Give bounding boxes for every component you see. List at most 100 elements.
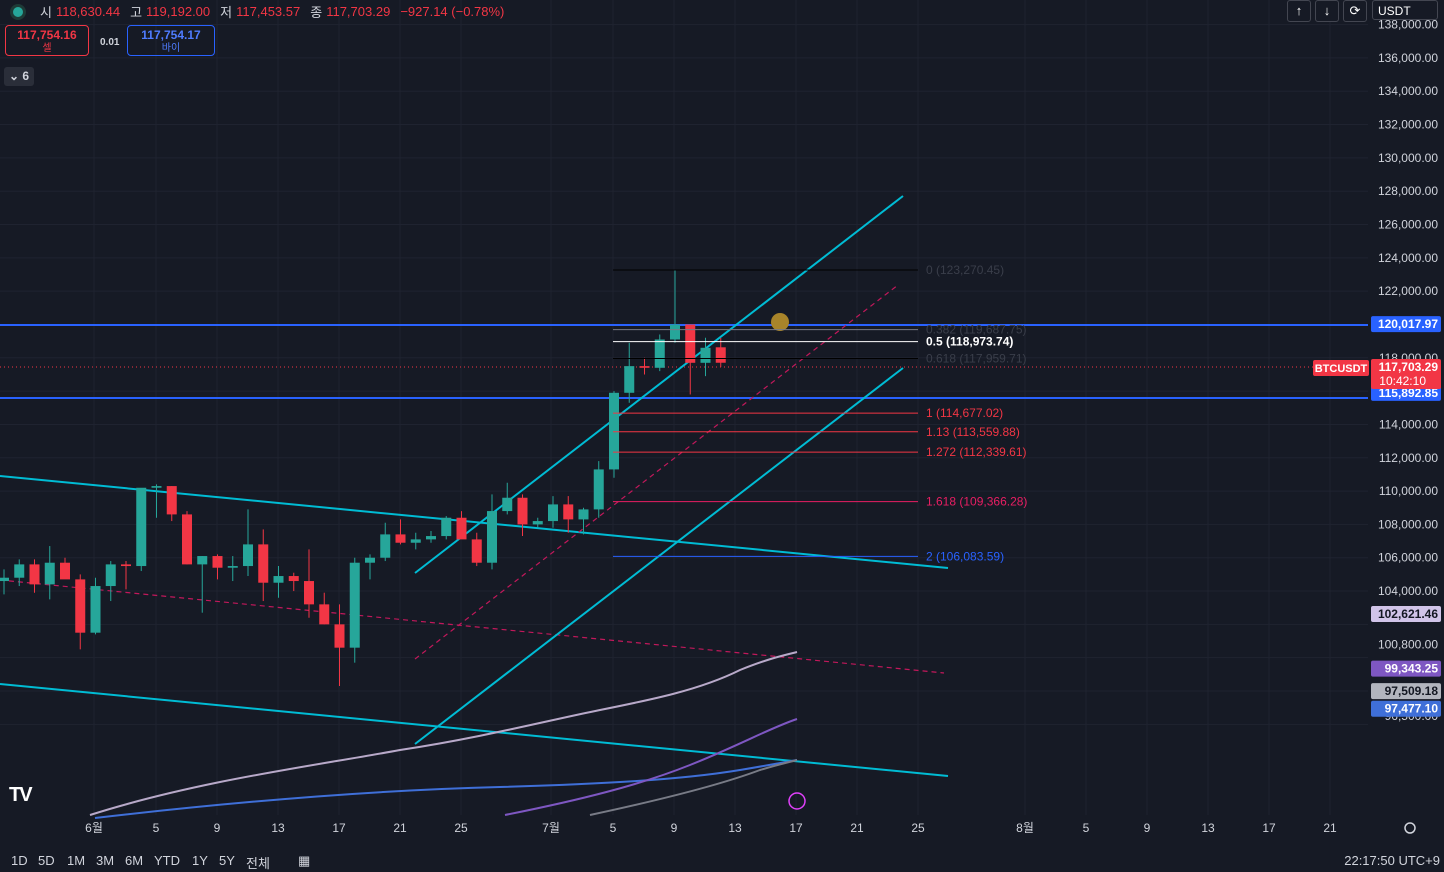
price-tick-label: 112,000.00 — [1379, 451, 1438, 465]
currency-label: USDT — [1378, 4, 1411, 18]
candle-body — [273, 576, 284, 583]
price-tick-label: 108,000.00 — [1378, 517, 1438, 531]
candle-body — [349, 562, 360, 648]
down-channel-upper — [0, 475, 949, 569]
price-tick-label: 132,000.00 — [1378, 118, 1438, 132]
time-axis[interactable]: 6월 5 9 13 17 21 25 7월 5 9 13 17 21 25 8월 5 9 13 17 21 — [85, 821, 1416, 835]
candle-body — [548, 504, 558, 522]
range-1y[interactable]: 1Y — [192, 853, 208, 868]
time-tick-label: 25 — [911, 821, 925, 835]
low-value: 117,453.57 — [236, 4, 301, 19]
indicators-toggle[interactable]: ⌄ 6 — [4, 67, 34, 86]
candle-body — [44, 562, 55, 585]
buy-label: 바이 — [161, 43, 181, 54]
candle-body — [380, 534, 391, 558]
range-5y[interactable]: 5Y — [219, 853, 235, 868]
sell-label: 셀 — [42, 43, 52, 54]
sync-icon[interactable]: ⟳ — [1343, 0, 1367, 22]
grid — [0, 0, 1368, 815]
price-tag-label: 97,477.10 — [1385, 702, 1439, 716]
event-icon — [788, 792, 806, 810]
candle-body — [212, 556, 223, 568]
time-tick-label: 21 — [1323, 821, 1337, 835]
symbol-tag-label: BTCUSDT — [1315, 363, 1368, 375]
price-tick-label: 130,000.00 — [1378, 151, 1438, 165]
candle-body — [60, 562, 70, 580]
price-axis-bg — [1368, 0, 1444, 815]
candle-body — [29, 564, 40, 585]
candle-body — [471, 539, 482, 563]
candle-body — [609, 392, 619, 470]
price-tick-label: 114,000.00 — [1379, 417, 1438, 431]
buy-button[interactable]: 117,754.17 바이 — [127, 25, 215, 56]
time-tick-label: 9 — [214, 821, 221, 835]
ma-line-1 — [89, 651, 798, 816]
spread-value: 0.01 — [100, 37, 120, 48]
candle-body — [166, 486, 177, 515]
candle-body — [243, 544, 253, 567]
candle-body — [593, 469, 604, 510]
price-tag — [1371, 606, 1441, 623]
candle-body — [715, 347, 726, 363]
candle-body — [304, 581, 314, 605]
scroll-up-icon[interactable]: ↑ — [1287, 0, 1311, 22]
price-tick-label: 134,000.00 — [1378, 84, 1438, 98]
ma-line-3 — [504, 718, 798, 816]
range-3m[interactable]: 3M — [96, 853, 115, 868]
low-label: 저 — [220, 5, 233, 20]
sell-price: 117,754.16 — [17, 28, 77, 42]
close-label: 종 — [310, 5, 323, 20]
time-tick-label: 7월 — [542, 821, 560, 835]
candle-body — [258, 544, 269, 583]
price-tag-label: 99,343.25 — [1385, 662, 1439, 676]
fib-label: 1 (114,677.02) — [926, 406, 1003, 420]
candle-body — [151, 486, 162, 488]
price-tag — [1371, 700, 1441, 717]
candle-body — [502, 497, 513, 512]
indicator-count: 6 — [22, 69, 30, 83]
fib-label: 2 (106,083.59) — [926, 549, 1004, 563]
last-price-label: 117,703.29 — [1379, 360, 1439, 374]
fib-label: 0.382 (119,687.75) — [926, 323, 1027, 337]
price-chart[interactable]: 0 (123,270.45) 0.382 (119,687.75)0.5 (118… — [0, 0, 1444, 849]
high-value: 119,192.00 — [146, 4, 211, 19]
candle-body — [334, 624, 345, 648]
range-all[interactable]: 전체 — [246, 856, 270, 871]
fib-label: 0 (123,270.45) — [926, 263, 1004, 277]
price-tag — [1371, 660, 1441, 677]
ma-line-2 — [94, 759, 798, 819]
last-price-tag — [1371, 359, 1441, 389]
price-tick-label: 128,000.00 — [1378, 184, 1438, 198]
candle-body — [639, 366, 650, 368]
time-tick-label: 21 — [850, 821, 864, 835]
scroll-down-icon[interactable]: ↓ — [1315, 0, 1339, 22]
time-tick-label: 17 — [332, 821, 346, 835]
range-5d[interactable]: 5D — [38, 853, 55, 868]
range-6m[interactable]: 6M — [125, 853, 144, 868]
candle-body — [90, 586, 101, 633]
price-tag — [1371, 316, 1441, 333]
time-tick-label: 13 — [271, 821, 285, 835]
candle-body — [578, 509, 589, 520]
close-value: 117,703.29 — [326, 4, 391, 19]
ohlc-legend: 시 118,630.44 고 119,192.00 저 117,453.57 종 117… — [10, 2, 510, 21]
range-1d[interactable]: 1D — [11, 853, 28, 868]
price-axis[interactable]: 138,000.00 136,000.00 134,000.00 132,000.00… — [1313, 0, 1444, 815]
price-tick-label: 126,000.00 — [1378, 218, 1438, 232]
currency-select[interactable]: USDT — [1372, 0, 1438, 20]
range-1m[interactable]: 1M — [67, 853, 86, 868]
symbol-status-icon — [10, 3, 26, 20]
sell-button[interactable]: 117,754.16 셀 — [5, 25, 89, 56]
range-ytd[interactable]: YTD — [154, 853, 180, 868]
price-tick-label: 136,000.00 — [1378, 51, 1438, 65]
price-tick-label: 138,000.00 — [1378, 18, 1438, 32]
candle-body — [563, 504, 574, 520]
candle-body — [182, 514, 192, 565]
time-tick-label: 5 — [153, 821, 160, 835]
change-value: −927.14 (−0.78%) — [400, 4, 505, 19]
open-label: 시 — [40, 5, 52, 20]
calendar-icon[interactable]: ▦ — [298, 853, 311, 868]
up-channel-mid — [414, 284, 899, 660]
candle-body — [395, 534, 406, 543]
price-tick-label: 110,000.00 — [1379, 484, 1438, 498]
